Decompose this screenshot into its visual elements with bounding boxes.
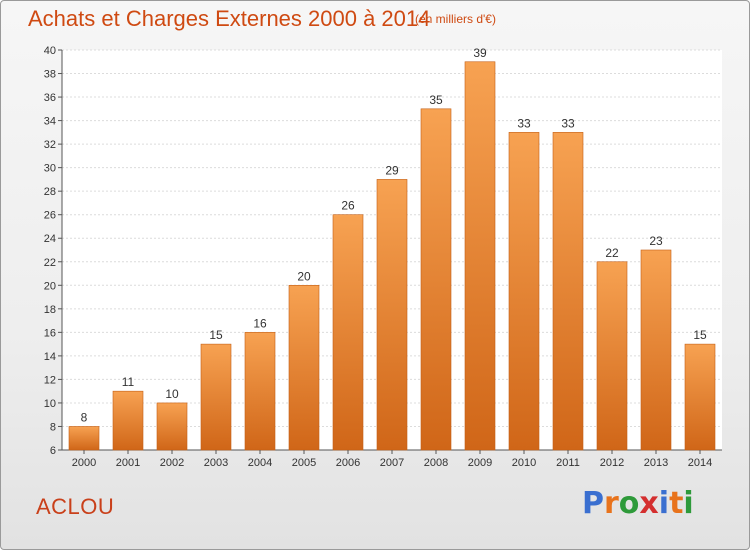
y-tick-label: 32 [44, 139, 56, 151]
bar-value-label: 26 [341, 199, 355, 213]
y-tick-label: 16 [44, 327, 56, 339]
bar [684, 343, 716, 451]
proxiti-logo: Proxiti [582, 486, 694, 521]
y-tick-label: 8 [50, 421, 56, 433]
y-tick-label: 30 [44, 163, 56, 175]
bar [244, 332, 276, 451]
x-tick-label: 2000 [72, 457, 96, 469]
y-tick-label: 40 [44, 45, 56, 57]
x-tick-label: 2004 [248, 457, 272, 469]
y-tick-label: 6 [50, 445, 56, 457]
y-tick-label: 38 [44, 69, 56, 81]
bar-value-label: 20 [297, 269, 311, 283]
x-tick-label: 2003 [204, 457, 228, 469]
bar-value-label: 15 [209, 328, 223, 342]
brand-letter: P [582, 486, 604, 521]
commune-name: ACLOU [36, 494, 115, 519]
y-tick-label: 28 [44, 186, 56, 198]
bar-value-label: 33 [517, 116, 531, 130]
brand-letter: i [658, 486, 670, 521]
bar [552, 132, 584, 451]
x-tick-label: 2008 [424, 457, 448, 469]
x-tick-label: 2009 [468, 457, 492, 469]
y-tick-label: 34 [44, 116, 56, 128]
bar [640, 249, 672, 451]
x-tick-label: 2010 [512, 457, 536, 469]
chart-unit-note: (en milliers d'€) [415, 12, 496, 26]
bar [420, 108, 452, 451]
brand-letter: r [604, 486, 619, 521]
bar-value-label: 16 [253, 316, 267, 330]
bar [332, 214, 364, 451]
bar-value-label: 35 [429, 93, 443, 107]
x-tick-label: 2001 [116, 457, 140, 469]
x-tick-label: 2002 [160, 457, 184, 469]
y-tick-label: 12 [44, 374, 56, 386]
y-tick-label: 26 [44, 210, 56, 222]
brand-letter: x [639, 486, 659, 521]
bar-value-label: 29 [385, 163, 399, 177]
chart-title: Achats et Charges Externes 2000 à 2014 [28, 6, 431, 31]
bar-value-label: 22 [605, 246, 619, 260]
y-tick-label: 36 [44, 92, 56, 104]
bar [68, 426, 100, 451]
x-tick-label: 2007 [380, 457, 404, 469]
y-tick-label: 14 [44, 351, 56, 363]
bar-value-label: 10 [165, 387, 179, 401]
bar [376, 179, 408, 451]
bar [464, 61, 496, 451]
bar-value-label: 8 [81, 410, 88, 424]
y-tick-label: 10 [44, 398, 56, 410]
bar [156, 402, 188, 451]
y-tick-label: 22 [44, 257, 56, 269]
brand-letter: i [683, 486, 694, 521]
y-tick-label: 24 [44, 233, 56, 245]
bar [288, 284, 320, 451]
bar [112, 390, 144, 451]
y-tick-label: 20 [44, 280, 56, 292]
brand-letter: t [669, 486, 684, 521]
x-tick-label: 2005 [292, 457, 316, 469]
bar-value-label: 15 [693, 328, 707, 342]
y-tick-label: 18 [44, 304, 56, 316]
brand-letter: o [618, 486, 640, 521]
bar-value-label: 23 [649, 234, 663, 248]
bar-value-label: 11 [122, 375, 135, 389]
x-tick-label: 2006 [336, 457, 360, 469]
bar [508, 132, 540, 451]
bar [596, 261, 628, 451]
bar-value-label: 39 [473, 46, 487, 60]
x-tick-label: 2011 [556, 457, 580, 469]
x-tick-label: 2014 [688, 457, 712, 469]
x-tick-label: 2012 [600, 457, 624, 469]
bar-value-label: 33 [561, 116, 575, 130]
x-tick-label: 2013 [644, 457, 668, 469]
bar [200, 343, 232, 451]
